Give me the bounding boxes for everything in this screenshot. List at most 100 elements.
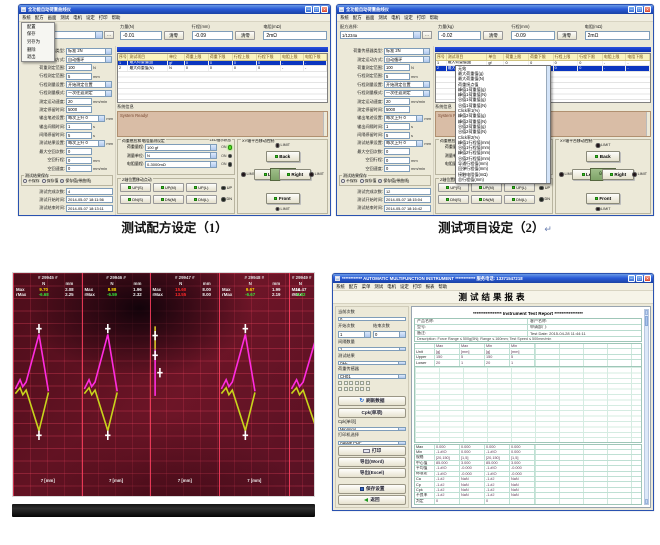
close-button[interactable]: ×	[644, 6, 651, 13]
dropdown-item[interactable]: 最大荷重值(N)	[458, 76, 485, 82]
jog-button[interactable]: DN(L)	[503, 194, 535, 204]
channel-checkbox[interactable]	[365, 380, 370, 385]
menu-item[interactable]: 系统	[22, 14, 31, 20]
menu-item[interactable]: 画面	[365, 14, 375, 20]
interval-stepper[interactable]: 1	[338, 347, 406, 352]
front-button[interactable]: Front	[265, 193, 300, 204]
menu-item[interactable]: 设定	[399, 283, 409, 289]
column-header[interactable]: 行程上限	[233, 54, 257, 60]
minimize-button[interactable]: –	[628, 6, 635, 13]
jog-button[interactable]: UP(M)	[152, 183, 185, 193]
column-header[interactable]: 序号	[437, 54, 447, 60]
channel-checkbox[interactable]	[338, 387, 342, 392]
measure-select[interactable]: N	[145, 152, 217, 160]
close-button[interactable]: ×	[644, 275, 651, 282]
scroll-thumb[interactable]	[645, 316, 648, 326]
start-count-stepper[interactable]: 1	[338, 330, 371, 338]
end-count-stepper[interactable]: 0	[373, 330, 406, 338]
radio-option[interactable]: 保存值(带曲线)	[60, 178, 91, 184]
jog-button[interactable]: UP(L)	[503, 183, 535, 193]
channel-checkbox[interactable]	[354, 387, 359, 392]
menu-item[interactable]: 设定	[403, 14, 413, 20]
menu-item[interactable]: 设定	[85, 14, 95, 20]
column-header[interactable]: 荷重上限	[504, 54, 530, 60]
force-zero-button[interactable]: 清零	[483, 31, 504, 40]
dropdown-item[interactable]: 接触电阻值(mΩ)	[458, 171, 488, 177]
browse-button[interactable]: ...	[422, 31, 432, 39]
field-control[interactable]: 1	[66, 123, 92, 131]
radio-option[interactable]: 保存值	[359, 178, 376, 184]
dropdown-item[interactable]: 峰值1行程值(mm)	[458, 139, 491, 145]
channel-checkbox[interactable]	[343, 380, 348, 385]
channel-checkbox[interactable]	[360, 387, 364, 392]
field-control[interactable]: 每次上升 0	[384, 139, 424, 147]
minimize-button[interactable]: –	[628, 275, 635, 282]
dropdown-item[interactable]: 谷值1荷重值(N)	[458, 102, 487, 108]
field-control[interactable]: 0	[66, 156, 92, 164]
jog-button[interactable]: DN(S)	[120, 194, 152, 204]
menu-item[interactable]: 帮助	[429, 14, 439, 20]
field-control[interactable]: 开始测定位置	[66, 81, 112, 89]
cpk-item-select[interactable]: Min[mm]	[338, 427, 406, 432]
channel-checkbox[interactable]	[349, 380, 353, 385]
dropdown-item[interactable]: 峰值2荷重值(g)	[458, 113, 486, 119]
radio-option[interactable]: 保存值(带曲线)	[378, 178, 409, 184]
browse-button[interactable]: ...	[104, 31, 114, 39]
column-header[interactable]: 荷重上限	[185, 54, 209, 60]
dropdown-item[interactable]: 峰值2行程值(mm)	[458, 150, 491, 156]
field-control[interactable]: 0	[66, 148, 92, 156]
radio-option[interactable]: 保存值	[41, 178, 58, 184]
scrollbar[interactable]	[646, 112, 650, 136]
maximize-button[interactable]: □	[636, 275, 643, 282]
maximize-button[interactable]: □	[313, 6, 320, 13]
menu-item[interactable]: 电机	[387, 283, 396, 289]
dropdown-item[interactable]: 谷值2荷重值(N)	[458, 129, 487, 135]
dropdown-item[interactable]: 无效	[458, 66, 467, 71]
column-header[interactable]: 行程上限	[554, 54, 579, 60]
menu-item[interactable]: 帮助	[111, 14, 121, 20]
printer-select[interactable]: Adobe PDF	[338, 440, 406, 445]
channel-checkbox[interactable]	[349, 387, 353, 392]
menu-item[interactable]: 打印	[412, 283, 422, 289]
print-button[interactable]: 打印	[338, 446, 406, 457]
menu-item[interactable]: 电机	[73, 14, 82, 20]
file-menu-item[interactable]: 删除	[27, 46, 36, 52]
field-control[interactable]: 一次往返测定	[66, 89, 112, 97]
refresh-button[interactable]: ↻ 刷新数据	[338, 396, 406, 407]
dropdown-item[interactable]: Click率1(%)	[458, 108, 480, 114]
jog-button[interactable]: DN(M)	[152, 194, 185, 204]
dropdown-item[interactable]: 峰值1荷重值(N)	[458, 92, 487, 98]
jog-button[interactable]: UP(M)	[470, 183, 503, 193]
front-button[interactable]: Front	[586, 193, 620, 204]
column-header[interactable]: 电阻下限	[626, 54, 650, 60]
menu-item[interactable]: 测试	[374, 283, 384, 289]
dropdown-item[interactable]: 谷值1行程值(mm)	[458, 145, 491, 151]
field-control[interactable]: 自动循环	[66, 56, 112, 64]
field-control[interactable]: 1	[384, 123, 410, 131]
field-control[interactable]: 5	[384, 72, 410, 80]
field-control[interactable]: 100	[384, 64, 410, 72]
field-control[interactable]: 20	[384, 98, 410, 106]
current-count-input[interactable]: 0	[338, 317, 406, 322]
field-control[interactable]: 0	[66, 165, 92, 173]
titlebar[interactable]: 全功能自动荷重曲线仪 – □ ×	[19, 5, 330, 14]
titlebar[interactable]: 全功能自动荷重曲线仪 – □ ×	[337, 5, 653, 14]
field-control[interactable]: 标准 2N	[66, 47, 112, 55]
column-header[interactable]: 行程下限	[578, 54, 603, 60]
column-header[interactable]: 电阻上限	[281, 54, 304, 60]
dropdown-item[interactable]: 谷值2行程值(mm)	[458, 155, 491, 161]
dropdown-item[interactable]: Click率2(%)	[458, 134, 480, 140]
dropdown-item[interactable]: 导通行程值(mm)	[458, 161, 489, 166]
column-header[interactable]: 荷重下限	[209, 54, 233, 60]
field-control[interactable]: 0	[384, 156, 410, 164]
menu-item[interactable]: 电机	[391, 14, 400, 20]
right-button[interactable]: Right	[279, 169, 311, 180]
column-header[interactable]: 序号	[119, 54, 129, 60]
dropdown-item[interactable]: 荷重拐点值	[458, 81, 479, 87]
field-control[interactable]: 100	[66, 64, 92, 72]
dropdown-item[interactable]: 最大荷重值(g)	[458, 70, 484, 76]
field-control[interactable]: 5	[66, 131, 92, 139]
column-header[interactable]: 电阻上限	[603, 54, 627, 60]
close-button[interactable]: ×	[321, 6, 328, 13]
